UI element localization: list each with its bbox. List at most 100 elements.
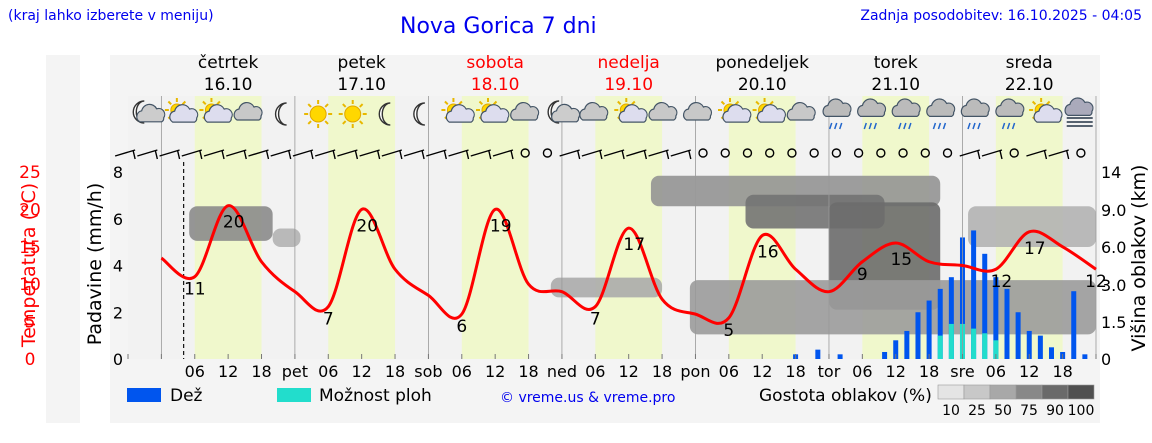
temperature-label: 7 [323, 310, 334, 330]
shower-bar [971, 328, 977, 359]
legend-showers-label: Možnost ploh [319, 386, 432, 406]
x-tick-label: 06 [318, 362, 338, 381]
temperature-layer: 11 20 7 20 6 19 7 17 5 16 9 15 12 17 12 [160, 204, 1107, 341]
wind-barb [203, 149, 225, 160]
wind-barb-shaft [381, 149, 403, 157]
sun-ray [181, 100, 187, 106]
sun-ray [1046, 100, 1051, 106]
rain-drop [903, 122, 907, 130]
wind-barb-shaft [314, 149, 336, 157]
wind-barb [648, 149, 670, 160]
cloud-density-legend-title: Gostota oblakov (%) [759, 386, 932, 406]
cloud-shape [579, 101, 609, 121]
rain-drop [942, 122, 947, 130]
temperature-label: 19 [490, 216, 512, 236]
rain-drop [967, 122, 971, 130]
wind-barb-shaft [359, 149, 380, 157]
legend-showers-swatch [277, 388, 311, 402]
wind-barb-shaft [670, 149, 691, 157]
last-updated: Zadnja posodobitev: 16.10.2025 - 04:05 [860, 8, 1142, 24]
wind-barb-shaft [959, 149, 980, 157]
chart-title: Nova Gorica 7 dni [400, 14, 597, 39]
wind-barb-feather [643, 150, 648, 160]
moon-cloud-icon [547, 100, 581, 124]
rain-bar [1048, 347, 1054, 359]
cloud-density-swatch [989, 384, 1017, 400]
temperature-axis-label: Temperatura (°C) [18, 183, 40, 348]
wind-barb-feather [977, 150, 981, 160]
sun-ray [444, 100, 449, 106]
cloud-icon [786, 101, 816, 121]
wind-barb [426, 149, 447, 160]
chart-grid [127, 96, 1097, 359]
day-date: 22.10 [1005, 75, 1054, 95]
temperature-tick: 25 [19, 163, 41, 183]
rain-bar [1015, 312, 1021, 359]
x-tick-label: 12 [218, 362, 238, 381]
wind-barb [448, 149, 470, 160]
cloud-rain-icon [857, 98, 887, 130]
wind-barb-feather [221, 150, 225, 160]
cloud-height-tick: 0 [1101, 350, 1111, 369]
shower-bar [982, 333, 988, 359]
cloud-shape [203, 104, 233, 123]
day-band [328, 96, 396, 359]
temperature-label: 20 [223, 213, 245, 233]
x-tick-label: 18 [919, 362, 939, 381]
wind-barb [470, 149, 492, 160]
calm-wind-symbol [520, 148, 530, 158]
rain-bar [993, 277, 999, 359]
wind-barb-shaft [1048, 149, 1069, 157]
wind-barb [181, 149, 203, 160]
cloud-shape [891, 98, 921, 117]
calm-wind-symbol [765, 148, 775, 158]
sun-cloud-icon [199, 98, 233, 123]
day-date: 18.10 [471, 75, 520, 95]
wind-barb-shaft [581, 149, 603, 157]
rain-drop [868, 122, 872, 130]
sun-ray [167, 100, 172, 106]
sun-cloud-icon [752, 98, 786, 123]
wind-barb-shaft [159, 149, 180, 157]
day-name: sobota [466, 53, 524, 73]
temperature-label: 17 [1024, 239, 1046, 259]
sun-icon [338, 100, 367, 128]
rain-drop [972, 122, 976, 130]
calm-wind-symbol [809, 148, 819, 158]
rain-drop [937, 122, 942, 130]
wind-barb-shaft [114, 149, 136, 157]
sun-ray [216, 100, 221, 106]
cloud-density-blob [689, 280, 1096, 335]
legend-rain-swatch [127, 388, 161, 402]
cloud-shape [722, 104, 752, 123]
credit-link: © vreme.us & vreme.pro [500, 390, 675, 406]
location-hint[interactable]: (kraj lahko izberete v meniju) [8, 8, 214, 24]
sun-cloud-icon [614, 98, 648, 123]
wind-barb-feather [376, 150, 381, 160]
rain-drop [908, 122, 912, 130]
wind-barb [114, 149, 136, 160]
sun-ray [359, 120, 364, 125]
cloud-density-swatch [1015, 384, 1043, 400]
wind-barb-feather [354, 150, 359, 160]
sun-disc [344, 105, 362, 123]
cloud-density-swatch [1041, 384, 1069, 400]
rain-bar [1071, 291, 1077, 359]
wind-barb-shaft [648, 149, 669, 157]
cloud-shape [995, 98, 1025, 117]
precip-axis-label: Padavine (mm/h) [84, 183, 106, 346]
day-date: 20.10 [738, 75, 787, 95]
cloud-density-swatch [963, 384, 991, 400]
wind-barb-shaft [603, 149, 625, 157]
moon-shape [274, 102, 287, 126]
rain-bar [1026, 330, 1032, 359]
temperature-label: 17 [623, 235, 645, 255]
cloud-density-blob [968, 206, 1096, 247]
wind-barb [226, 149, 247, 160]
rain-bar [926, 300, 932, 359]
sun-ray [478, 100, 484, 106]
wind-barb-shaft [248, 149, 269, 157]
sun-ray [342, 103, 347, 108]
